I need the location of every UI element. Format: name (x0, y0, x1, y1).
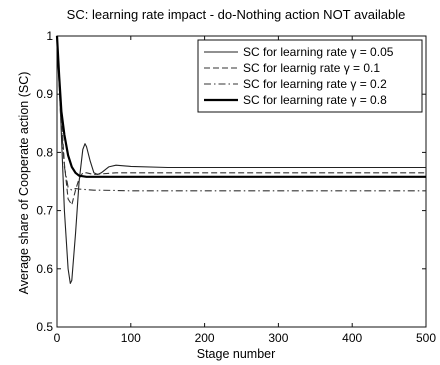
x-tick-label: 300 (268, 331, 288, 345)
x-tick-label: 0 (54, 331, 61, 345)
legend-label-4: SC for learning rate γ = 0.8 (243, 93, 387, 107)
series-line-4 (55, 35, 426, 178)
y-tick-label: 0.8 (36, 145, 53, 159)
x-tick-label: 400 (342, 331, 362, 345)
series-line-2 (56, 35, 426, 206)
series-line-3 (56, 35, 426, 192)
x-axis-label: Stage number (197, 347, 276, 361)
x-tick-label: 200 (195, 331, 215, 345)
y-tick-label: 1 (46, 29, 53, 43)
y-tick-label: 0.9 (36, 87, 53, 101)
x-axis: 0 100 200 300 400 500 (54, 36, 436, 345)
series-line-1 (56, 35, 426, 284)
y-tick-label: 0.7 (36, 204, 53, 218)
chart-title: SC: learning rate impact - do-Nothing ac… (67, 7, 406, 22)
legend-label-3: SC for learning rate γ = 0.2 (243, 77, 387, 91)
x-tick-label: 100 (121, 331, 141, 345)
y-axis-label: Average share of Cooperate action (SC) (17, 72, 31, 295)
legend-label-1: SC for learning rate γ = 0.05 (243, 45, 394, 59)
x-tick-label: 500 (416, 331, 436, 345)
y-tick-label: 0.6 (36, 262, 53, 276)
y-tick-label: 0.5 (36, 320, 53, 334)
legend-label-2: SC for learnig rate γ = 0.1 (243, 61, 380, 75)
y-axis: 0.5 0.6 0.7 0.8 0.9 1 (36, 29, 426, 334)
series-layer (55, 35, 426, 284)
legend: SC for learning rate γ = 0.05 SC for lear… (197, 39, 423, 113)
